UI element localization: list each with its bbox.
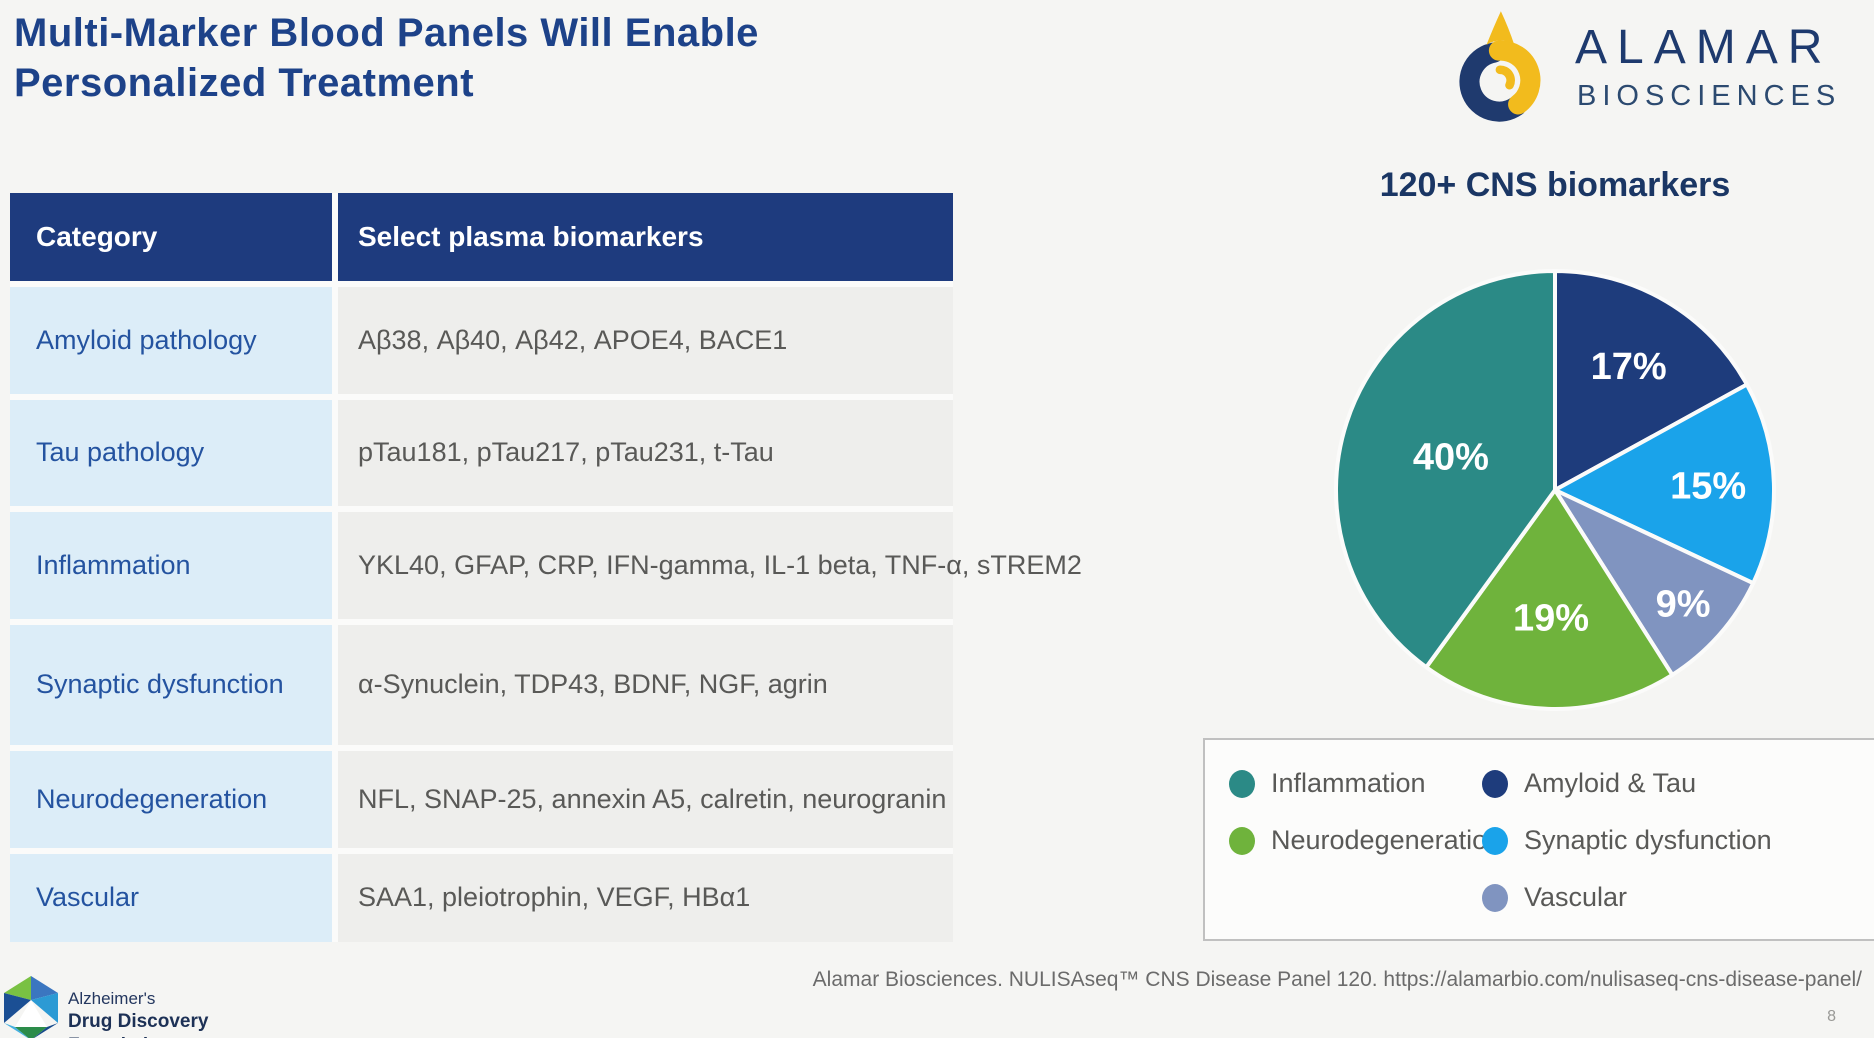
table-row-biomarkers: YKL40, GFAP, CRP, IFN-gamma, IL-1 beta, … [338,512,1082,619]
table-row-biomarkers: pTau181, pTau217, pTau231, t-Tau [338,400,953,506]
legend-item-amyloid-tau: Amyloid & Tau [1482,766,1772,801]
legend-swatch-amyloid-tau [1482,769,1508,798]
pie-slice-vascular [1553,488,1756,677]
alamar-logo-name: ALAMAR [1575,21,1833,74]
addf-line-2: Drug Discovery [68,1011,209,1032]
addf-line-3: Foundation [68,1035,208,1038]
pie-value-label-neurodegeneration: 19% [1513,597,1589,639]
droplet-yellow-arc [1488,40,1541,115]
droplet-inner-swirl [1495,65,1515,90]
table-row-biomarkers: α-Synuclein, TDP43, BDNF, NGF, agrin [338,625,953,745]
alamar-logo: ALAMAR BIOSCIENCES [1450,6,1870,126]
legend-item-synaptic-dysfunction: Synaptic dysfunction [1482,823,1772,858]
table-row-biomarkers: NFL, SNAP-25, annexin A5, calretin, neur… [338,751,953,848]
legend-label-amyloid-tau: Amyloid & Tau [1524,768,1697,798]
alamar-droplet-icon [1459,11,1541,122]
pie-value-label-inflammation: 40% [1413,437,1489,479]
legend-label-synaptic-dysfunction: Synaptic dysfunction [1524,825,1772,855]
pie-chart: 17% 15% 9% 19% 40% [1333,269,1777,711]
legend-item-vascular: Vascular [1482,880,1772,915]
pie-slice-neurodegeneration [1424,488,1675,711]
legend-swatch-neurodegeneration [1229,826,1255,855]
table-row-category: Amyloid pathology [10,287,332,394]
title-line-1: Multi-Marker Blood Panels Will Enable [14,11,759,55]
legend-swatch-synaptic-dysfunction [1482,826,1508,855]
legend-label-inflammation: Inflammation [1271,768,1426,798]
droplet-tip [1486,11,1515,45]
table-row-biomarkers: SAA1, pleiotrophin, VEGF, HBα1 [338,854,953,942]
page-title: Multi-Marker Blood Panels Will Enable Pe… [14,8,759,108]
legend-item-inflammation: Inflammation [1229,766,1502,801]
pie-slice-inflammation [1333,269,1557,670]
legend-swatch-inflammation [1229,769,1255,798]
source-citation: Alamar Biosciences. NULISAseq™ CNS Disea… [812,968,1862,991]
table-row-category: Neurodegeneration [10,751,332,848]
legend-label-neurodegeneration: Neurodegeneration [1271,825,1503,855]
pie-value-label-vascular: 9% [1656,583,1711,625]
pie-value-label-synaptic-dysfunction: 15% [1670,466,1746,508]
pie-value-label-amyloid-tau: 17% [1591,346,1667,388]
alamar-logo-subname: BIOSCIENCES [1577,80,1842,112]
title-line-2: Personalized Treatment [14,61,475,105]
table-row-biomarkers: Aβ38, Aβ40, Aβ42, APOE4, BACE1 [338,287,953,394]
addf-logo: Alzheimer's Drug Discovery Foundation [2,975,262,1038]
pie-legend: Inflammation Neurodegeneration Amyloid &… [1203,738,1874,941]
addf-line-1: Alzheimer's [68,989,156,1008]
addf-logo-text: Alzheimer's Drug Discovery Foundation [68,989,208,1038]
table-header-biomarkers: Select plasma biomarkers [338,193,953,281]
table-row-category: Tau pathology [10,400,332,506]
legend-swatch-vascular [1482,883,1508,912]
legend-item-neurodegeneration: Neurodegeneration [1229,823,1502,858]
table-header-category: Category [10,193,332,281]
legend-label-vascular: Vascular [1524,882,1628,912]
page-number: 8 [1827,1008,1836,1025]
pie-slice-synaptic-dysfunction [1553,382,1777,586]
table-row-category: Synaptic dysfunction [10,625,332,745]
pie-chart-title: 120+ CNS biomarkers [1379,166,1731,204]
table-row-category: Vascular [10,854,332,942]
droplet-navy-arc [1459,42,1527,122]
addf-logo-icon [4,976,58,1038]
biomarker-table: Category Select plasma biomarkers Amyloi… [10,193,1082,942]
table-row-category: Inflammation [10,512,332,619]
pie-slice-amyloid-tau [1553,269,1749,492]
